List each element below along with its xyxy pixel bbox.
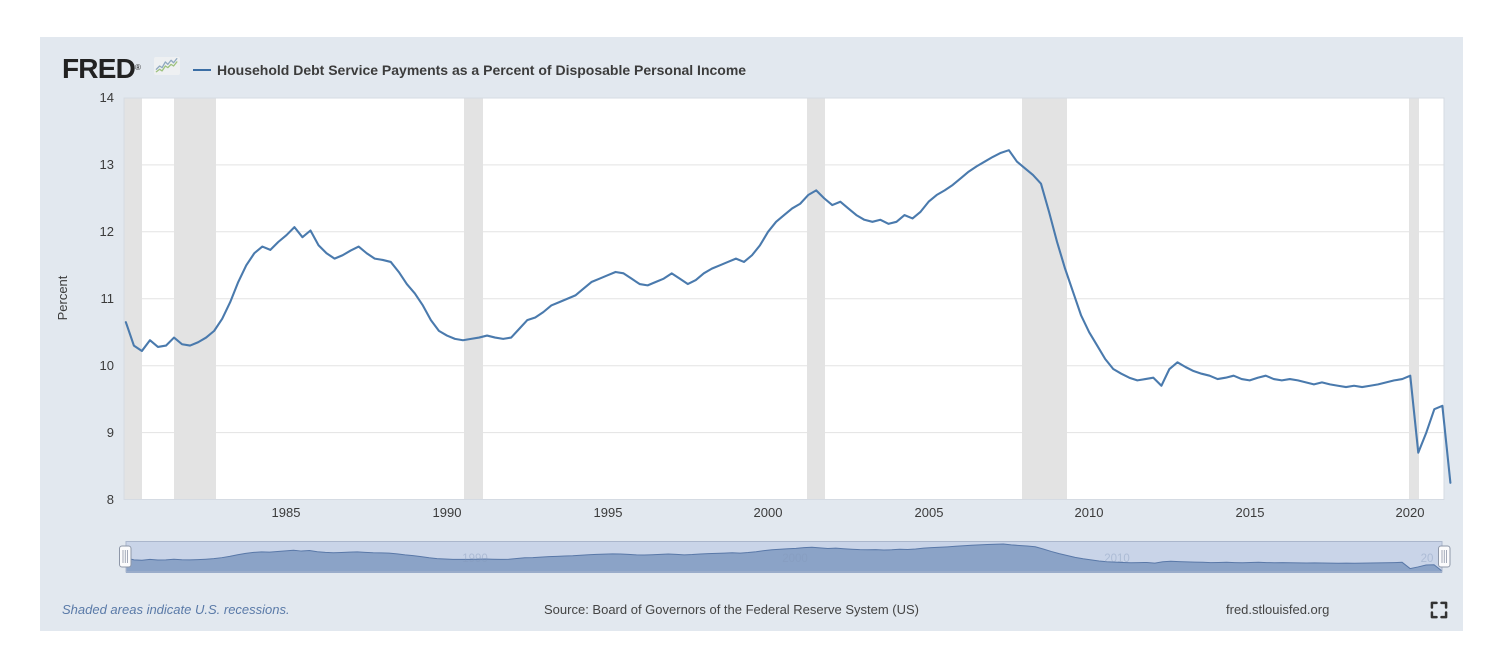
svg-text:1985: 1985 — [272, 505, 301, 520]
svg-text:11: 11 — [101, 291, 115, 306]
svg-text:2020: 2020 — [1396, 505, 1425, 520]
svg-text:13: 13 — [100, 157, 114, 172]
svg-text:2010: 2010 — [1075, 505, 1104, 520]
svg-text:8: 8 — [107, 492, 114, 507]
svg-text:2000: 2000 — [782, 553, 808, 565]
svg-text:2015: 2015 — [1236, 505, 1265, 520]
svg-text:1990: 1990 — [433, 505, 462, 520]
svg-text:10: 10 — [100, 358, 114, 373]
svg-text:14: 14 — [100, 90, 114, 105]
svg-text:12: 12 — [100, 224, 114, 239]
svg-text:1990: 1990 — [462, 553, 488, 565]
svg-text:2000: 2000 — [754, 505, 783, 520]
svg-text:20: 20 — [1421, 553, 1434, 565]
svg-text:1995: 1995 — [594, 505, 623, 520]
svg-text:2010: 2010 — [1104, 553, 1130, 565]
svg-text:Percent: Percent — [55, 275, 70, 320]
svg-text:9: 9 — [107, 425, 114, 440]
svg-text:2005: 2005 — [915, 505, 944, 520]
